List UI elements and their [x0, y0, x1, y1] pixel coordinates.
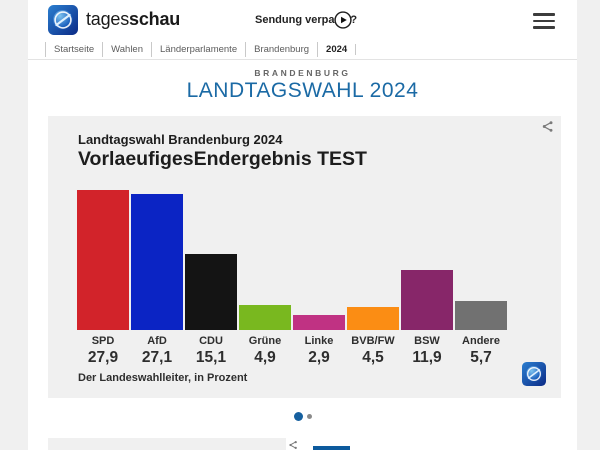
bar-value-BSW: 11,9 [412, 349, 442, 366]
sendung-verpasst-link[interactable]: Sendung verpasst? [255, 14, 358, 26]
bar-column-Andere: Andere 5,7 [454, 190, 508, 367]
bar-Grüne [239, 305, 291, 330]
share-icon[interactable] [541, 120, 554, 133]
chart-subtitle: Landtagswahl Brandenburg 2024 [78, 132, 283, 147]
share-icon[interactable] [288, 440, 298, 450]
bar-label-Andere: Andere [462, 335, 500, 347]
globe-logo-icon [522, 362, 546, 386]
bars-row: SPD 27,9 AfD 27,1 CDU 15,1 Grüne 4,9 Linke 2,9 BVB… [76, 190, 508, 367]
bar-BVB/FW [347, 307, 399, 330]
brand-regular: tages [86, 9, 130, 29]
bar-column-AfD: AfD 27,1 [130, 190, 184, 367]
hamburger-menu-icon[interactable] [533, 13, 555, 33]
breadcrumb-item-wahlen[interactable]: Wahlen [102, 42, 151, 57]
bar-CDU [185, 254, 237, 330]
bar-value-AfD: 27,1 [141, 349, 173, 366]
bar-value-Linke: 2,9 [308, 349, 330, 366]
election-chart-card: Landtagswahl Brandenburg 2024 Vorlaeufig… [48, 116, 561, 398]
carousel-dot[interactable] [306, 414, 312, 419]
bar-value-CDU: 15,1 [195, 349, 227, 366]
bar-Linke [293, 315, 345, 330]
bar-value-Andere: 5,7 [470, 349, 492, 366]
carousel-dot-active[interactable] [293, 412, 303, 421]
bar-value-SPD: 27,9 [87, 349, 119, 366]
breadcrumb-item-brandenburg[interactable]: Brandenburg [245, 42, 317, 57]
chart-source: Der Landeswahlleiter, in Prozent [78, 372, 248, 384]
bar-column-CDU: CDU 15,1 [184, 190, 238, 367]
bar-column-Linke: Linke 2,9 [292, 190, 346, 367]
bar-label-Grüne: Grüne [248, 335, 282, 347]
next-widget-blue-bar [313, 446, 350, 450]
breadcrumb: Startseite Wahlen Länderparlamente Brandenb… [45, 42, 357, 57]
next-widget-card [48, 438, 286, 450]
breadcrumb-item-länderparlamente[interactable]: Länderparlamente [151, 42, 245, 57]
bar-column-BSW: BSW 11,9 [400, 190, 454, 367]
bar-Andere [455, 301, 507, 330]
bar-label-BVB/FW: BVB/FW [351, 335, 395, 347]
bar-label-BSW: BSW [414, 335, 440, 347]
breadcrumb-divider [355, 44, 357, 55]
bar-SPD [77, 190, 129, 330]
bar-value-Grüne: 4,9 [254, 349, 276, 366]
brand-bold: schau [129, 9, 181, 29]
breadcrumb-item-2024[interactable]: 2024 [317, 42, 355, 57]
carousel-dots [28, 412, 577, 421]
chart-title: VorlaeufigesEndergebnis TEST [78, 148, 367, 170]
bar-label-SPD: SPD [91, 335, 115, 347]
bar-column-Grüne: Grüne 4,9 [238, 190, 292, 367]
tagesschau-logo-icon[interactable] [48, 5, 78, 35]
bar-label-CDU: CDU [199, 335, 223, 347]
page-kicker: BRANDENBURG [254, 68, 351, 78]
bar-AfD [131, 194, 183, 330]
play-icon[interactable] [334, 11, 352, 29]
bar-BSW [401, 270, 453, 330]
header-divider [28, 59, 577, 60]
bar-value-BVB/FW: 4,5 [362, 349, 384, 366]
bar-column-BVB/FW: BVB/FW 4,5 [346, 190, 400, 367]
bar-label-AfD: AfD [147, 335, 167, 347]
breadcrumb-item-startseite[interactable]: Startseite [45, 42, 102, 57]
bar-label-Linke: Linke [304, 335, 334, 347]
brand-wordmark[interactable]: tagesschau [86, 9, 180, 30]
bar-column-SPD: SPD 27,9 [76, 190, 130, 367]
page-title: LANDTAGSWAHL 2024 [186, 79, 419, 102]
